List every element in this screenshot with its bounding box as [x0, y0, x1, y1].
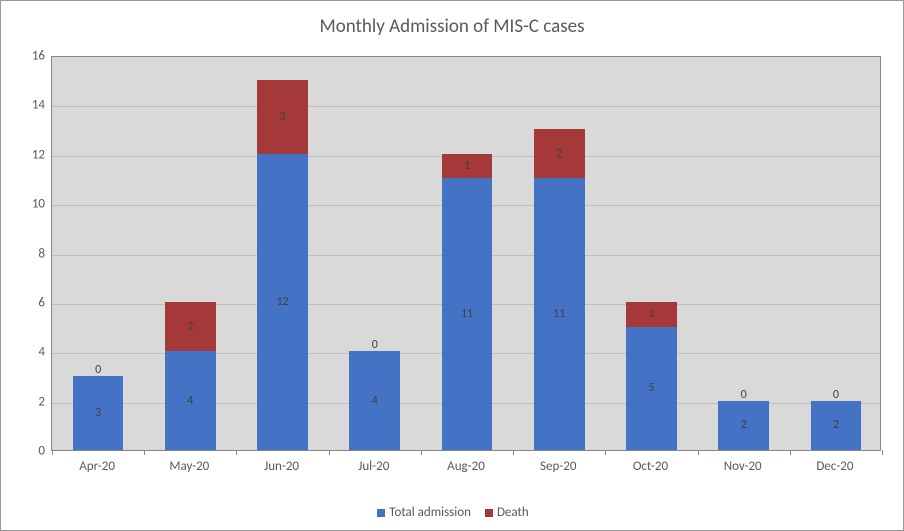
- x-axis-tick: [513, 450, 514, 455]
- chart-legend: Total admission Death: [1, 505, 904, 520]
- x-axis-tick: [329, 450, 330, 455]
- chart-container: Monthly Admission of MIS-C cases 3042123…: [0, 0, 904, 531]
- plot-area: 304212340111112512020: [51, 56, 881, 451]
- bar-segment: [165, 351, 216, 450]
- x-axis-labels: Apr-20 May-20 Jun-20 Jul-20 Aug-20 Sep-20 Oct-…: [51, 459, 881, 479]
- bar-segment: [811, 401, 862, 450]
- x-axis-tick-label: May-20: [169, 459, 209, 474]
- x-axis-tick-label: Jul-20: [358, 459, 389, 474]
- y-axis-labels: 0246810121416: [1, 56, 51, 451]
- legend-swatch: [377, 509, 385, 517]
- y-axis-tick-label: 8: [38, 246, 51, 261]
- legend-label: Total admission: [389, 505, 471, 520]
- bar-data-label: 0: [811, 388, 862, 402]
- bar-segment: [534, 129, 585, 178]
- x-axis-tick-label: Apr-20: [79, 459, 115, 474]
- bar-segment: [349, 351, 400, 450]
- bar-segment: [718, 401, 769, 450]
- bar-segment: [73, 376, 124, 450]
- x-axis-tick-label: Jun-20: [264, 459, 299, 474]
- y-axis-tick-label: 2: [38, 394, 51, 409]
- bar-segment: [257, 154, 308, 450]
- bars-area: 304212340111112512020: [52, 57, 880, 450]
- y-axis-tick-label: 12: [32, 147, 51, 162]
- x-axis-tick-label: Dec-20: [816, 459, 853, 474]
- y-axis-tick-label: 4: [38, 345, 51, 360]
- y-axis-tick-label: 0: [38, 444, 51, 459]
- bar-data-label: 0: [718, 388, 769, 402]
- legend-item: Death: [485, 505, 529, 520]
- y-axis-tick-label: 14: [32, 98, 51, 113]
- bar-segment: [442, 154, 493, 179]
- x-axis-tick: [144, 450, 145, 455]
- bar-segment: [442, 178, 493, 450]
- bar-segment: [626, 327, 677, 450]
- bar-data-label: 0: [349, 338, 400, 352]
- x-axis-tick-label: Nov-20: [724, 459, 762, 474]
- x-axis-tick-label: Sep-20: [540, 459, 576, 474]
- bar-segment: [165, 302, 216, 351]
- x-axis-tick: [698, 450, 699, 455]
- legend-label: Death: [497, 505, 529, 520]
- x-axis-tick-label: Oct-20: [633, 459, 668, 474]
- x-axis-tick: [52, 450, 53, 455]
- legend-item: Total admission: [377, 505, 471, 520]
- bar-data-label: 0: [73, 363, 124, 377]
- y-axis-tick-label: 10: [32, 197, 51, 212]
- x-axis-tick: [236, 450, 237, 455]
- x-axis-tick: [605, 450, 606, 455]
- x-axis-tick-label: Aug-20: [447, 459, 485, 474]
- bar-segment: [257, 80, 308, 154]
- x-axis-tick: [882, 450, 883, 455]
- y-axis-tick-label: 6: [38, 295, 51, 310]
- chart-title: Monthly Admission of MIS-C cases: [1, 15, 903, 38]
- bar-segment: [626, 302, 677, 327]
- x-axis-tick: [790, 450, 791, 455]
- bar-segment: [534, 178, 585, 450]
- legend-swatch: [485, 509, 493, 517]
- y-axis-tick-label: 16: [32, 49, 51, 64]
- x-axis-tick: [421, 450, 422, 455]
